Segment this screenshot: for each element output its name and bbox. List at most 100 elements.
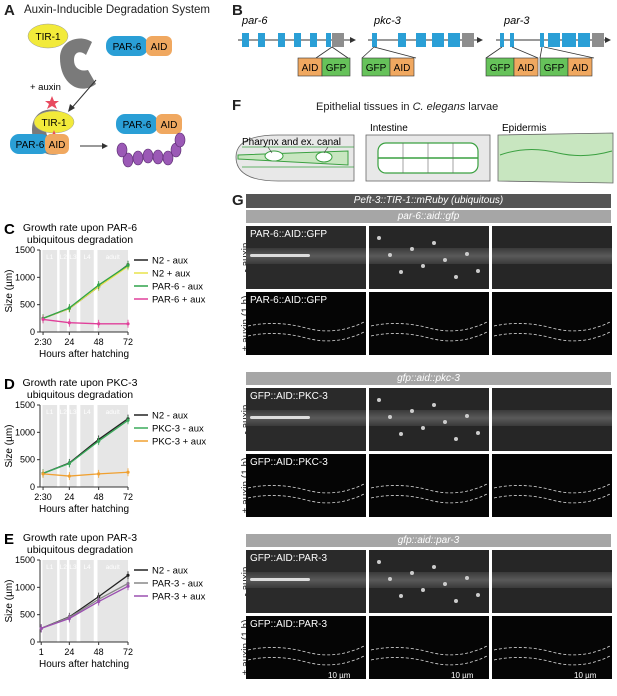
par6-box-top bbox=[106, 36, 148, 56]
stage-band bbox=[97, 405, 128, 487]
series-line bbox=[42, 318, 128, 325]
y-tick-label: 1500 bbox=[15, 245, 35, 255]
x-tick-label: 1 bbox=[39, 647, 44, 657]
data-point bbox=[67, 616, 71, 621]
tag-par6-gfp bbox=[321, 57, 351, 77]
micrograph-1-0-1 bbox=[369, 388, 489, 451]
y-tick-label: 0 bbox=[30, 637, 35, 647]
par6-label-top: PAR-6 bbox=[113, 42, 142, 53]
aid-system-diagram: TIR-1 PAR-6 AID + auxin TIR-1 PAR-6 AID … bbox=[10, 23, 186, 168]
micrograph-2-0-2 bbox=[492, 550, 612, 613]
svg-text:GFP: GFP bbox=[326, 63, 347, 74]
panel-g: G Peft-3::TIR-1::mRuby (ubiquitous) par-… bbox=[228, 190, 617, 684]
x-tick-label: 2:30 bbox=[34, 337, 52, 347]
micrograph-0-1-1 bbox=[369, 292, 489, 355]
svg-text:GFP: GFP bbox=[366, 63, 387, 74]
stage-label: L1 bbox=[46, 254, 54, 261]
panel-f-title: Epithelial tissues in C. elegans larvae bbox=[316, 101, 499, 113]
stage-label: L4 bbox=[83, 564, 91, 571]
micrograph-0-0-1 bbox=[369, 226, 489, 289]
stage-label: L1 bbox=[46, 409, 54, 416]
stage-band bbox=[42, 250, 58, 332]
panel-b-letter: B bbox=[232, 2, 243, 19]
micrograph-0-0-2 bbox=[492, 226, 612, 289]
stage-label: L4 bbox=[83, 254, 91, 261]
x-tick-label: 2:30 bbox=[34, 492, 52, 502]
g-subheader-1: gfp::aid::pkc-3 bbox=[246, 372, 611, 385]
svg-text:AID: AID bbox=[572, 63, 589, 74]
tissue-diagram: Pharynx and ex. canal Intestine Epidermi… bbox=[235, 123, 614, 184]
y-tick-label: 500 bbox=[20, 610, 35, 620]
panel-a-letter: A bbox=[4, 2, 15, 19]
y-tick-label: 1000 bbox=[15, 582, 35, 592]
chart-letter: E bbox=[4, 531, 14, 548]
stage-label: L2 bbox=[60, 254, 68, 261]
stage-label: L4 bbox=[83, 409, 91, 416]
data-point bbox=[67, 461, 71, 466]
aid-label-bottom: AID bbox=[49, 140, 66, 151]
g-subheader-2: gfp::aid::par-3 bbox=[246, 534, 611, 547]
gene-label-pkc3: pkc-3 bbox=[373, 15, 402, 27]
series-line bbox=[43, 471, 129, 477]
chart-title-line1: Growth rate upon PKC-3 bbox=[23, 377, 138, 389]
scf-complex-top bbox=[60, 38, 96, 89]
data-point bbox=[39, 626, 43, 630]
stage-label: L3 bbox=[69, 254, 77, 261]
par6-box-degraded bbox=[116, 114, 158, 134]
data-point bbox=[126, 418, 130, 422]
data-point bbox=[126, 584, 130, 588]
micrograph-1-1-0 bbox=[246, 454, 366, 517]
chart-letter: D bbox=[4, 376, 15, 393]
g-row-label-2-0: GFP::AID::PAR-3 bbox=[250, 553, 328, 564]
stage-label: L3 bbox=[69, 564, 77, 571]
stage-band bbox=[69, 405, 77, 487]
aid-label-top: AID bbox=[151, 42, 168, 53]
y-axis-label: Size (µm) bbox=[4, 580, 15, 623]
data-point bbox=[126, 573, 130, 577]
g-row-label-0-1: PAR-6::AID::GFP bbox=[250, 295, 328, 306]
y-tick-label: 500 bbox=[20, 455, 35, 465]
aid-label-degraded: AID bbox=[161, 120, 178, 131]
par6-label-bottom: PAR-6 bbox=[16, 140, 45, 151]
x-tick-label: 24 bbox=[64, 337, 74, 347]
stage-label: adult bbox=[106, 409, 120, 416]
chart-letter: C bbox=[4, 221, 15, 238]
micrograph-0-1-0 bbox=[246, 292, 366, 355]
legend-label: N2 - aux bbox=[152, 256, 188, 267]
g-main-header: Peft-3::TIR-1::mRuby (ubiquitous) bbox=[246, 194, 611, 208]
auxin-star-icon bbox=[45, 96, 59, 109]
x-tick-label: 48 bbox=[94, 647, 104, 657]
legend-label: PAR-6 + aux bbox=[152, 295, 206, 306]
stage-label: adult bbox=[106, 564, 120, 571]
series-line bbox=[42, 419, 129, 474]
data-point bbox=[67, 306, 71, 310]
scale-bar-label-1: 10 µm bbox=[451, 671, 474, 680]
svg-text:AID: AID bbox=[302, 63, 319, 74]
micrograph-2-1-1 bbox=[369, 616, 489, 679]
legend-label: PAR-6 - aux bbox=[152, 282, 203, 293]
data-point bbox=[97, 599, 101, 604]
data-point bbox=[67, 321, 71, 325]
micrograph-1-0-0 bbox=[246, 388, 366, 451]
g-row-label-0-0: PAR-6::AID::GFP bbox=[250, 229, 328, 240]
gene-label-par3: par-3 bbox=[503, 15, 530, 27]
stage-band bbox=[80, 405, 94, 487]
chart-title-line2: ubiquitous degradation bbox=[27, 234, 133, 246]
g-row-label-1-0: GFP::AID::PKC-3 bbox=[250, 391, 328, 402]
stage-band bbox=[42, 405, 58, 487]
gene-label-par6: par-6 bbox=[241, 15, 268, 27]
stage-band bbox=[69, 250, 77, 332]
x-tick-label: 72 bbox=[123, 492, 133, 502]
data-point bbox=[126, 470, 130, 474]
stage-band bbox=[59, 405, 67, 487]
micrograph-0-0-0 bbox=[246, 226, 366, 289]
stage-band bbox=[80, 250, 94, 332]
svg-text:GFP: GFP bbox=[544, 63, 565, 74]
stage-label: L1 bbox=[46, 564, 54, 571]
y-tick-label: 1000 bbox=[15, 272, 35, 282]
x-tick-label: 72 bbox=[123, 647, 133, 657]
legend-label: PAR-3 - aux bbox=[152, 579, 203, 590]
aid-box-bottom bbox=[45, 134, 69, 154]
x-tick-label: 48 bbox=[94, 337, 104, 347]
